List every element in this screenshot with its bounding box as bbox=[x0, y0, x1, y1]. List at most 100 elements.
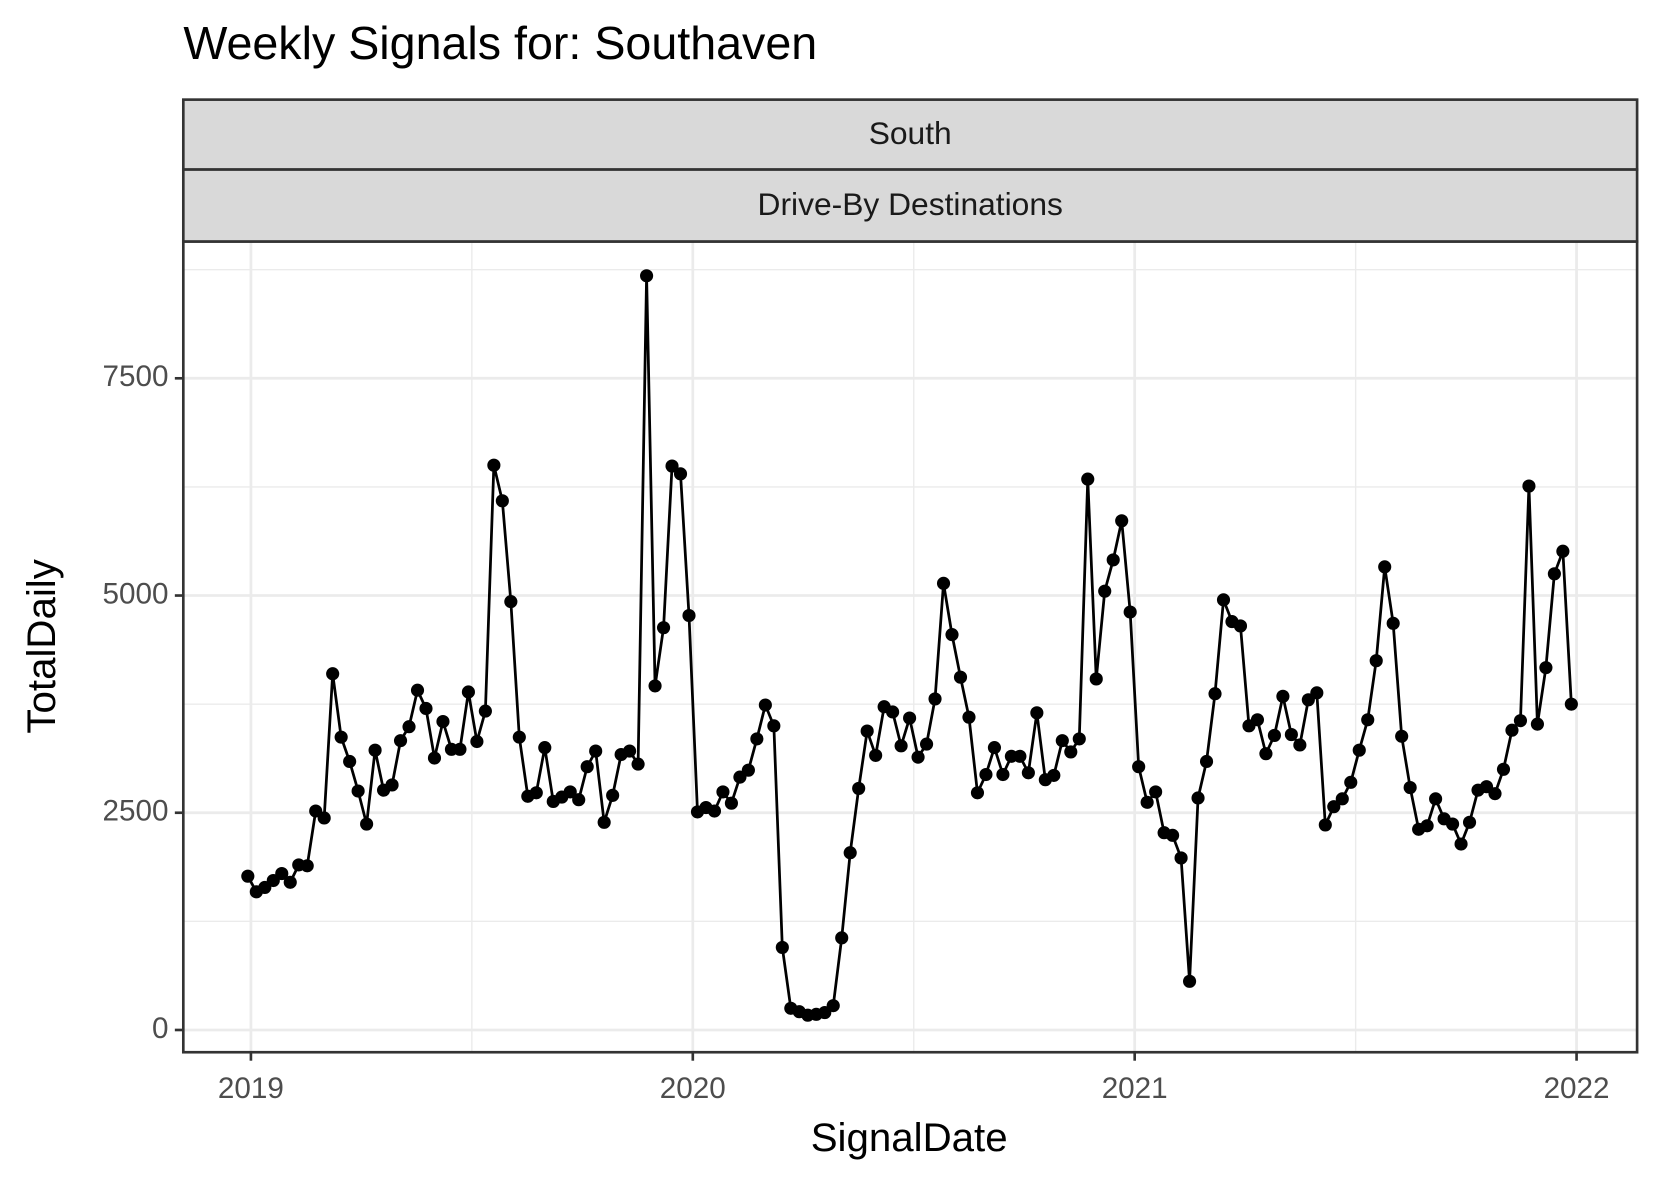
y-tick-label: 2500 bbox=[102, 795, 168, 828]
point bbox=[1132, 760, 1146, 774]
point bbox=[393, 734, 408, 748]
point bbox=[1216, 593, 1231, 607]
point bbox=[673, 467, 688, 481]
panel-background bbox=[183, 241, 1638, 1053]
point bbox=[1064, 745, 1078, 759]
point bbox=[996, 767, 1010, 782]
point bbox=[1369, 654, 1383, 668]
point bbox=[589, 744, 603, 758]
point bbox=[1522, 479, 1536, 493]
point bbox=[852, 781, 866, 795]
x-axis-title: SignalDate bbox=[811, 1115, 1008, 1160]
point bbox=[1106, 553, 1120, 567]
y-tick-label: 7500 bbox=[102, 360, 168, 393]
point bbox=[1335, 792, 1349, 806]
point bbox=[919, 737, 934, 751]
point bbox=[1378, 560, 1392, 574]
point bbox=[1081, 472, 1095, 486]
point bbox=[334, 730, 348, 744]
x-tick-label: 2022 bbox=[1544, 1072, 1610, 1105]
point bbox=[640, 269, 654, 283]
point bbox=[419, 701, 433, 716]
x-tick-label: 2019 bbox=[218, 1072, 284, 1105]
point bbox=[1182, 974, 1197, 988]
grid bbox=[183, 241, 1638, 1053]
point bbox=[724, 796, 738, 810]
point bbox=[1250, 713, 1265, 727]
point bbox=[1361, 713, 1375, 727]
point bbox=[758, 698, 772, 712]
point bbox=[1488, 787, 1502, 801]
point bbox=[1276, 689, 1290, 703]
facet-label: Drive-By Destinations bbox=[758, 186, 1063, 222]
point bbox=[1293, 738, 1307, 752]
point bbox=[970, 786, 985, 800]
point bbox=[538, 741, 552, 755]
point bbox=[1318, 818, 1332, 832]
point bbox=[317, 811, 331, 825]
point bbox=[894, 739, 908, 753]
point bbox=[580, 760, 594, 774]
point bbox=[512, 730, 526, 744]
point bbox=[495, 494, 509, 508]
point bbox=[1420, 819, 1434, 833]
point bbox=[945, 628, 959, 642]
point bbox=[606, 788, 620, 802]
y-tick-label: 0 bbox=[152, 1012, 169, 1045]
point bbox=[504, 595, 518, 609]
point bbox=[275, 867, 289, 881]
point bbox=[1259, 747, 1273, 761]
point bbox=[1462, 815, 1477, 829]
point bbox=[1564, 697, 1578, 711]
point bbox=[1055, 734, 1069, 748]
y-tick-label: 5000 bbox=[102, 577, 168, 610]
point bbox=[300, 859, 314, 873]
chart-title: Weekly Signals for: Southaven bbox=[183, 17, 817, 69]
point bbox=[953, 670, 968, 684]
point bbox=[1386, 616, 1400, 630]
x-tick-label: 2020 bbox=[660, 1072, 726, 1105]
point bbox=[1454, 837, 1468, 851]
point bbox=[835, 931, 849, 945]
point bbox=[707, 804, 722, 818]
point bbox=[911, 750, 925, 764]
point bbox=[843, 846, 857, 860]
point bbox=[1429, 792, 1443, 806]
point bbox=[1310, 686, 1324, 700]
point bbox=[631, 757, 645, 771]
point bbox=[903, 711, 917, 725]
point bbox=[623, 744, 637, 758]
point bbox=[410, 683, 425, 697]
point bbox=[478, 704, 492, 718]
point bbox=[716, 785, 730, 799]
point bbox=[1047, 768, 1061, 782]
point bbox=[453, 742, 467, 756]
point bbox=[1284, 727, 1298, 742]
point bbox=[1496, 762, 1511, 776]
point bbox=[351, 784, 365, 798]
point bbox=[869, 748, 883, 762]
point bbox=[928, 692, 942, 706]
point bbox=[1149, 785, 1163, 799]
point bbox=[1098, 584, 1112, 598]
point bbox=[1030, 706, 1044, 720]
point bbox=[402, 720, 416, 734]
x-tick-label: 2021 bbox=[1102, 1072, 1168, 1105]
point bbox=[343, 754, 357, 769]
point bbox=[1140, 795, 1154, 809]
point bbox=[1199, 754, 1214, 769]
point bbox=[979, 767, 993, 782]
point bbox=[427, 751, 442, 765]
point bbox=[1505, 723, 1519, 737]
point bbox=[1021, 766, 1035, 780]
point bbox=[1513, 714, 1528, 728]
point bbox=[1208, 687, 1222, 701]
point bbox=[665, 459, 679, 473]
point bbox=[860, 724, 874, 738]
point bbox=[385, 778, 399, 792]
point bbox=[1166, 828, 1180, 842]
point bbox=[529, 786, 543, 800]
point bbox=[1530, 717, 1544, 731]
